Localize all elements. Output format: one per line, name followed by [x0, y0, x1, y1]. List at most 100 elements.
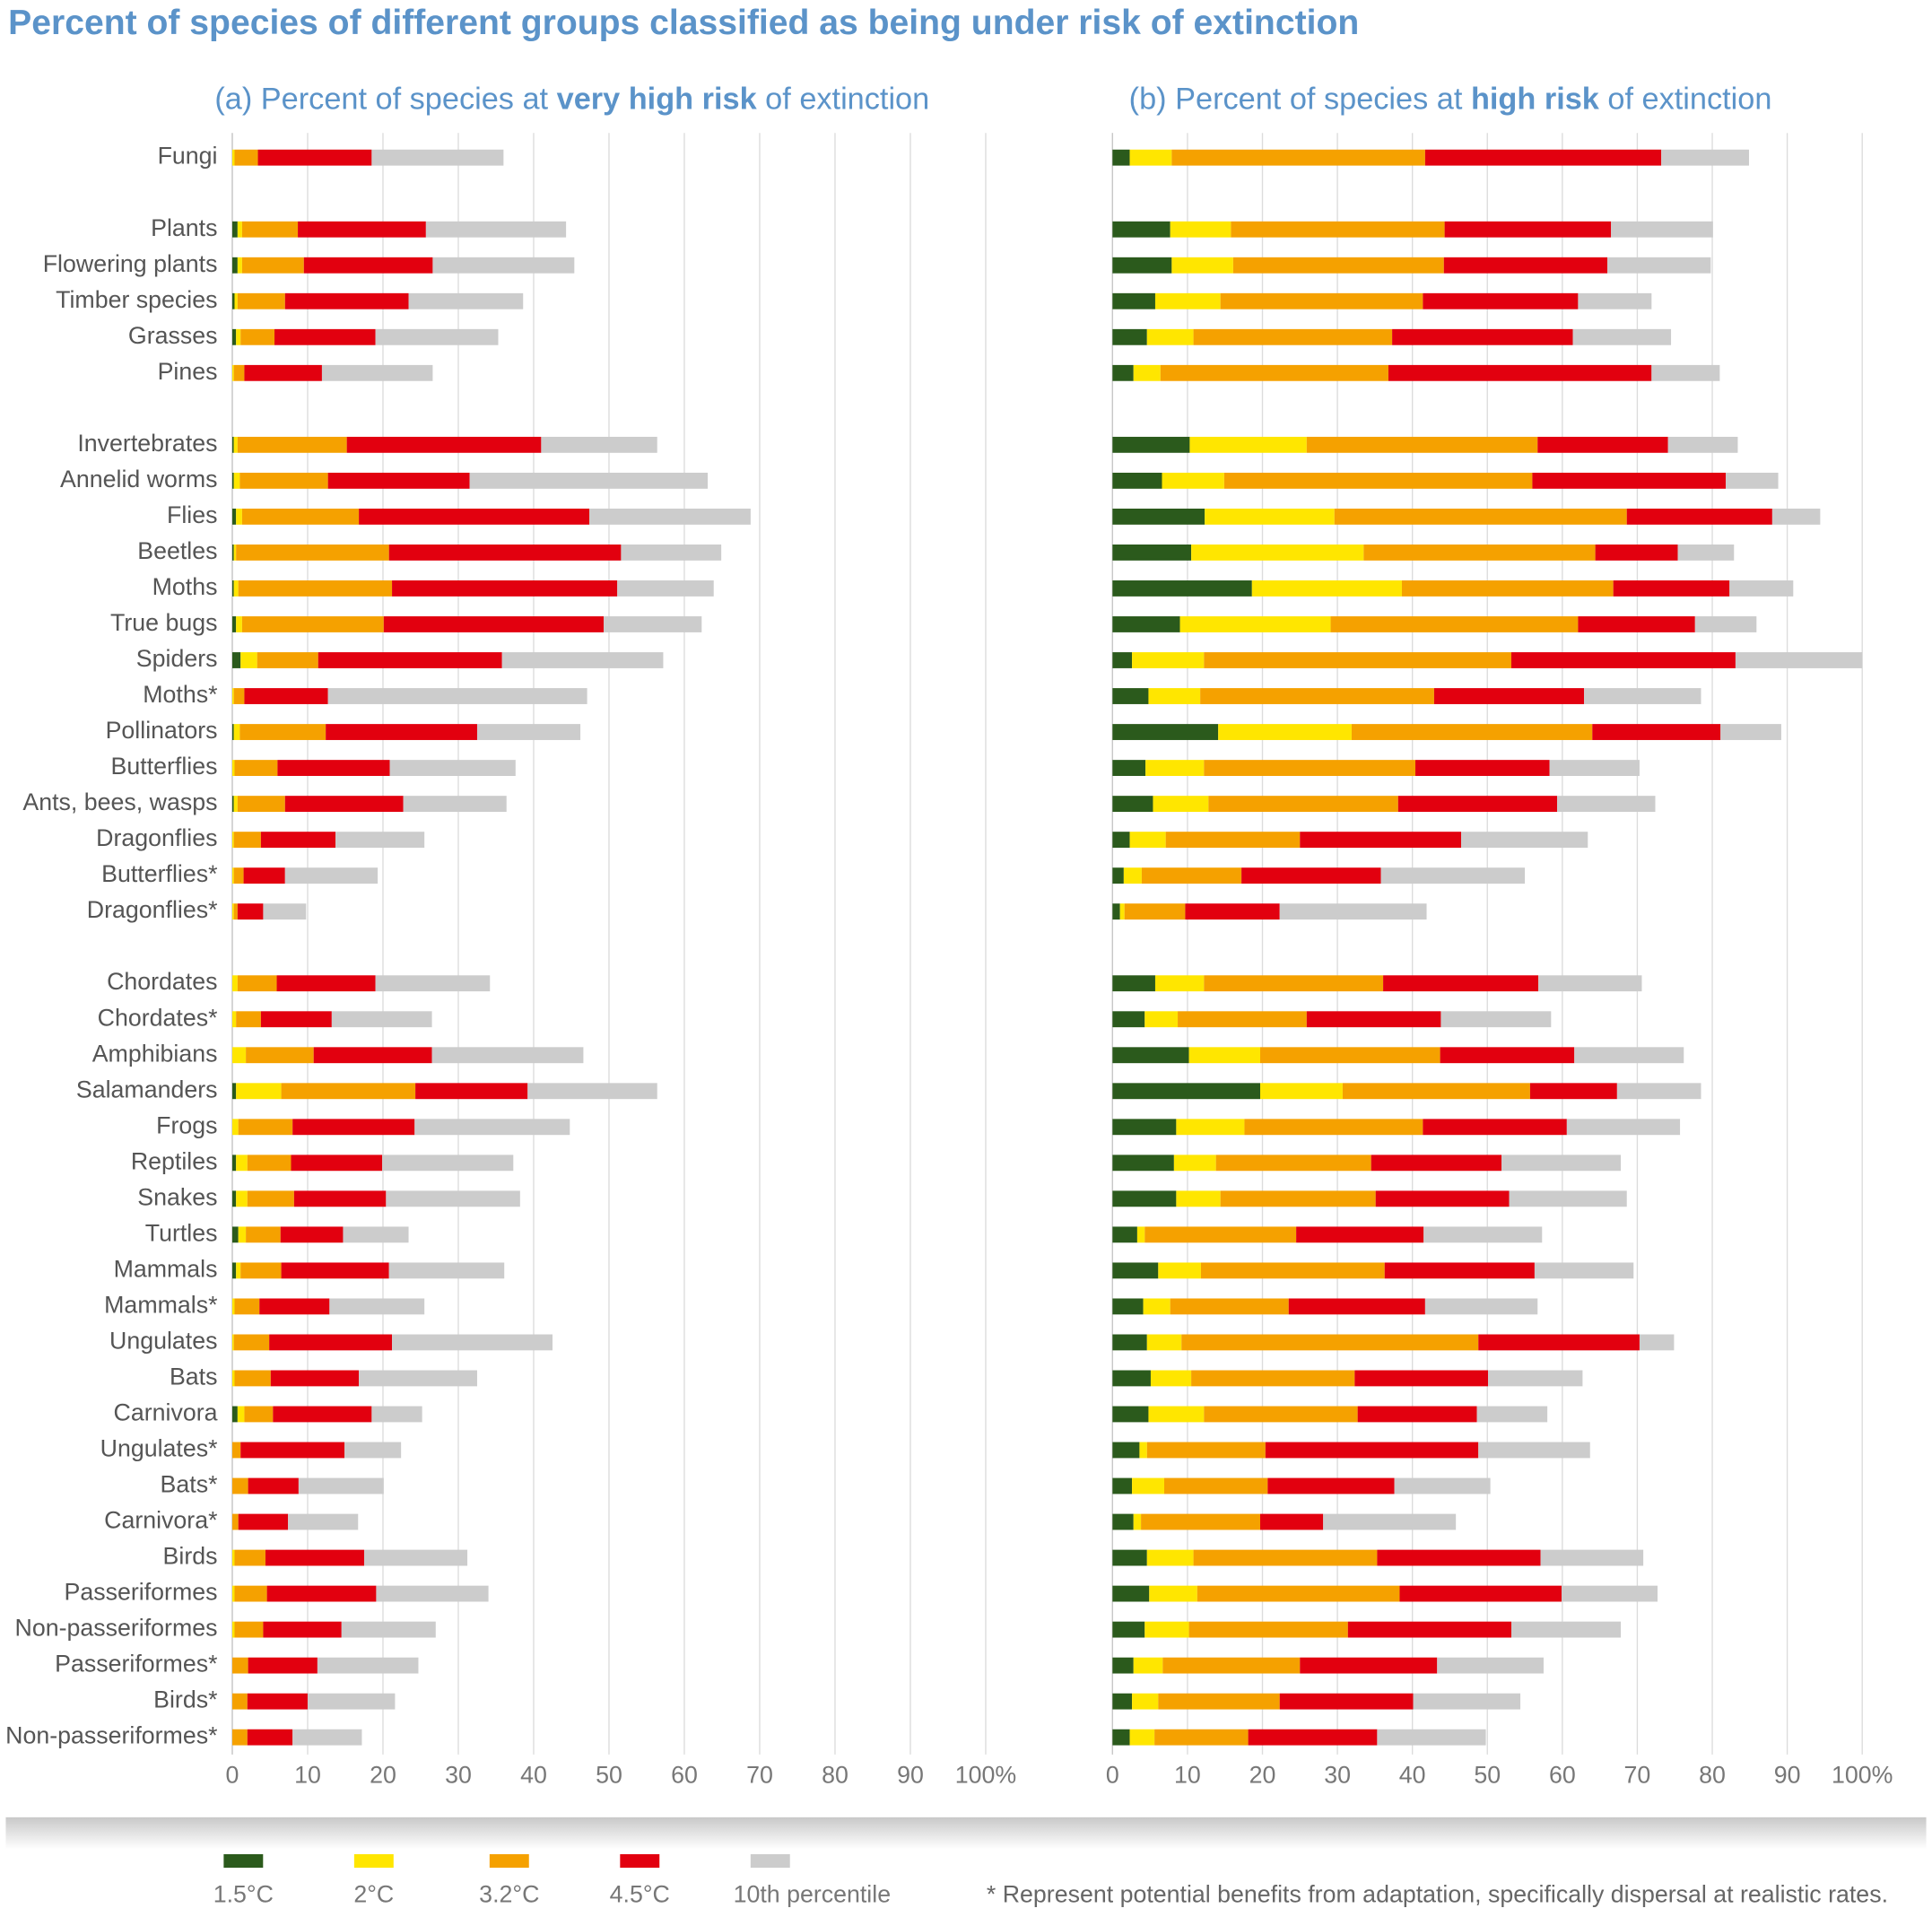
bar-segment — [231, 1190, 237, 1207]
bar-segment — [1112, 1047, 1189, 1064]
bar-segment — [1401, 580, 1614, 597]
bar-segment — [231, 903, 234, 920]
bar-segment — [371, 149, 504, 166]
bar-segment — [291, 1155, 383, 1172]
bar-segment — [1193, 1549, 1378, 1566]
bar-segment — [327, 688, 587, 704]
category-label: Ungulates — [109, 1327, 217, 1354]
bar-segment — [1501, 1155, 1622, 1172]
bar-segment — [259, 1298, 330, 1315]
legend-swatch — [353, 1854, 394, 1869]
bar-segment — [1154, 292, 1221, 309]
bar-segment — [363, 1549, 468, 1566]
bar-segment — [257, 652, 318, 668]
bar-segment — [1112, 1693, 1133, 1710]
legend-label: 1.5°C — [213, 1881, 274, 1908]
bar-segment — [1112, 760, 1146, 776]
bar-segment — [1112, 257, 1172, 274]
bar-segment — [257, 149, 372, 166]
bar-segment — [1204, 1406, 1358, 1423]
bar-segment — [1160, 364, 1388, 381]
bar-segment — [231, 1370, 235, 1387]
bar-segment — [234, 760, 278, 776]
bar-segment — [1112, 1549, 1147, 1566]
bar-segment — [298, 221, 426, 238]
bar-segment — [270, 1370, 360, 1387]
category-label: Birds — [163, 1543, 218, 1570]
category-label: Flies — [167, 501, 217, 528]
bar-segment — [359, 1370, 477, 1387]
bar-segment — [236, 1190, 248, 1207]
bar-segment — [1220, 1190, 1376, 1207]
bar-segment — [1595, 545, 1678, 561]
bar-segment — [1129, 1729, 1155, 1746]
figure-title: Percent of species of different groups c… — [8, 4, 1359, 42]
category-label: Chordates* — [98, 1004, 218, 1031]
category-label: Moths* — [143, 681, 217, 708]
bar-segment — [234, 149, 258, 166]
panel-title-part: very high risk — [557, 83, 758, 117]
category-label: Flowering plants — [43, 250, 218, 277]
bar-segment — [236, 328, 241, 345]
bar-segment — [1112, 1657, 1134, 1674]
bar-segment — [359, 508, 590, 525]
bar-segment — [231, 580, 234, 597]
bar-segment — [1112, 1262, 1159, 1279]
category-label: Grasses — [128, 322, 218, 349]
bar-segment — [1176, 1190, 1221, 1207]
bar-segment — [1726, 472, 1779, 489]
bar-segment — [281, 1262, 389, 1279]
bar-segment — [1279, 1693, 1414, 1710]
legend-swatch — [489, 1854, 529, 1869]
category-label: Ungulates* — [100, 1435, 218, 1462]
bar-segment — [346, 436, 542, 453]
bar-segment — [1193, 328, 1393, 345]
x-tick-label: 100% — [955, 1762, 1016, 1789]
bar-segment — [231, 1657, 248, 1674]
bar-segment — [1112, 292, 1155, 309]
bar-segment — [1415, 760, 1550, 776]
bar-segment — [247, 1155, 292, 1172]
bar-segment — [1423, 1226, 1543, 1243]
bar-segment — [231, 1226, 239, 1243]
bar-segment — [1667, 436, 1738, 453]
bar-segment — [1534, 1262, 1634, 1279]
bar-segment — [1112, 903, 1120, 920]
bar-segment — [527, 1083, 657, 1100]
bar-segment — [284, 796, 404, 813]
bar-segment — [1112, 149, 1130, 166]
x-tick-label: 30 — [445, 1762, 472, 1789]
bar-segment — [1220, 292, 1423, 309]
bar-segment — [371, 1406, 422, 1423]
bar-segment — [1538, 975, 1642, 992]
bar-segment — [1133, 1657, 1163, 1674]
category-label: Fungi — [158, 143, 218, 170]
bar-segment — [1154, 975, 1205, 992]
bar-segment — [1413, 1693, 1521, 1710]
bar-segment — [1112, 545, 1192, 561]
bar-segment — [1170, 1298, 1289, 1315]
bar-segment — [318, 652, 502, 668]
bar-segment — [617, 580, 714, 597]
x-tick-label: 70 — [1624, 1762, 1651, 1789]
bar-segment — [1158, 1262, 1201, 1279]
bar-segment — [1735, 652, 1863, 668]
bar-segment — [1639, 1334, 1675, 1351]
bar-segment — [231, 508, 237, 525]
bar-segment — [231, 1549, 235, 1566]
bar-segment — [231, 149, 235, 166]
bar-segment — [1189, 436, 1307, 453]
category-label: Carnivora — [114, 1399, 218, 1426]
bar-segment — [1397, 796, 1557, 813]
bar-segment — [237, 292, 285, 309]
bar-segment — [280, 1226, 344, 1243]
bar-segment — [234, 1370, 271, 1387]
bar-segment — [1112, 1190, 1177, 1207]
bar-segment — [231, 472, 234, 489]
bar-segment — [1112, 1729, 1130, 1746]
category-label: Invertebrates — [77, 430, 217, 457]
bar-segment — [1139, 1442, 1147, 1459]
bar-segment — [1146, 328, 1194, 345]
bar-segment — [1181, 1334, 1479, 1351]
bar-segment — [1176, 1119, 1245, 1136]
